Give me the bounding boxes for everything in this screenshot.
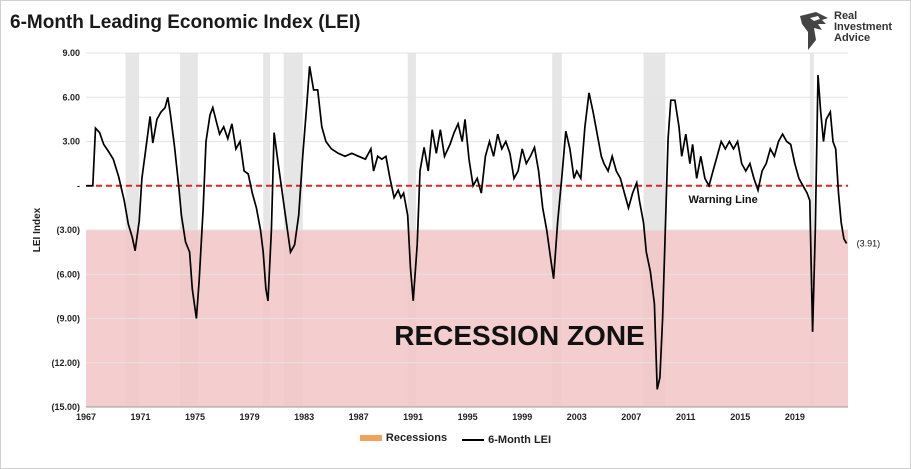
y-tick-label: (9.00) (56, 314, 80, 324)
legend-label-lei: 6-Month LEI (488, 434, 552, 446)
legend: Recessions 6-Month LEI (0, 432, 911, 446)
recession-swatch (359, 435, 382, 441)
y-axis-label: LEI Index (32, 207, 43, 252)
x-tick-label: 2019 (785, 412, 805, 422)
legend-item-recessions: Recessions (359, 432, 448, 444)
logo-line-1: Real (834, 10, 858, 22)
warning-line-label: Warning Line (689, 194, 758, 206)
x-tick-label: 2015 (730, 412, 750, 422)
x-tick-label: 1975 (185, 412, 205, 422)
x-tick-label: 1991 (403, 412, 423, 422)
y-tick-label: 3.00 (62, 137, 80, 147)
x-tick-label: 1987 (349, 412, 369, 422)
last-value-label: (3.91) (857, 238, 881, 248)
y-tick-label: (15.00) (51, 402, 80, 412)
lei-swatch (462, 439, 485, 441)
brand-logo: Real Investment Advice (796, 10, 906, 52)
y-tick-label: (6.00) (56, 269, 80, 279)
x-tick-label: 1999 (512, 412, 532, 422)
legend-item-lei: 6-Month LEI (462, 434, 551, 446)
logo-line-2: Investment (834, 21, 893, 33)
x-tick-label: 2007 (621, 412, 641, 422)
recession-zone-label: RECESSION ZONE (394, 320, 644, 351)
x-tick-label: 2011 (676, 412, 696, 422)
legend-label-recessions: Recessions (385, 432, 448, 444)
x-tick-label: 2003 (567, 412, 587, 422)
lei-series-line (86, 66, 848, 390)
x-tick-label: 1983 (294, 412, 314, 422)
eagle-icon (800, 12, 828, 50)
x-tick-label: 1967 (76, 412, 96, 422)
y-axis-ticks: 9.00 6.00 3.00 - (3.00) (6.00) (9.00) (12.00) (1… (51, 48, 80, 412)
y-tick-label: (3.00) (56, 225, 80, 235)
y-tick-label: (12.00) (51, 358, 80, 368)
y-tick-label: - (77, 181, 80, 191)
y-tick-label: 9.00 (62, 48, 80, 58)
x-tick-label: 1979 (240, 412, 260, 422)
y-tick-label: 6.00 (62, 92, 80, 102)
x-tick-label: 1995 (458, 412, 478, 422)
chart-title: 6-Month Leading Economic Index (LEI) (10, 12, 361, 33)
logo-line-3: Advice (834, 32, 871, 44)
x-axis-ticks: 1967 1971 1975 1979 1983 1987 1991 1995 1999 2003… (76, 412, 805, 422)
x-tick-label: 1971 (131, 412, 151, 422)
